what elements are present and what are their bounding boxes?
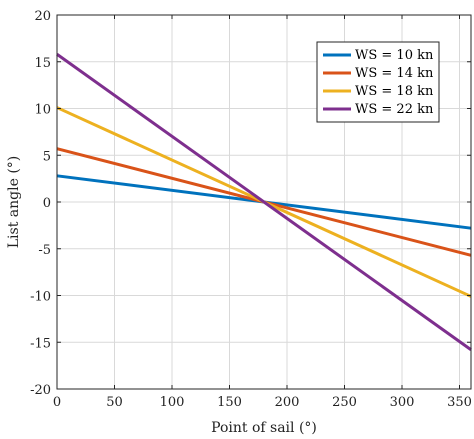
series-lines (56, 53, 472, 351)
x-tick-label: 0 (53, 395, 61, 410)
legend-entry: WS = 22 kn (355, 102, 434, 117)
legend: WS = 10 kn WS = 14 kn WS = 18 kn WS = 22 kn (316, 41, 440, 123)
y-tick-label: -20 (30, 383, 51, 398)
x-axis-label: Point of sail (°) (211, 420, 317, 436)
legend-entry: WS = 10 kn (355, 48, 434, 63)
y-tick-label: 0 (43, 196, 51, 211)
legend-entry: WS = 18 kn (355, 84, 434, 99)
legend-entry: WS = 14 kn (355, 66, 434, 81)
x-tick-label: 150 (217, 395, 242, 410)
x-tick-label: 200 (275, 395, 300, 410)
series-line-4 (56, 53, 472, 351)
y-tick-label: -5 (38, 243, 51, 258)
y-tick-label: 5 (43, 149, 51, 164)
x-tick-label: 250 (332, 395, 357, 410)
y-tick-label: -10 (30, 290, 51, 305)
x-tick-label: 100 (160, 395, 185, 410)
y-axis-label: List angle (°) (6, 156, 22, 249)
x-tick-label: 300 (390, 395, 415, 410)
axis-ticks (56, 14, 471, 390)
x-tick-label: 350 (447, 395, 472, 410)
y-tick-labels: -20 -15 -10 -5 0 5 10 15 20 (30, 9, 51, 398)
y-tick-label: 10 (34, 103, 51, 118)
x-tick-label: 50 (106, 395, 123, 410)
y-tick-label: 20 (34, 9, 51, 24)
x-tick-labels: 0 50 100 150 200 250 300 350 (53, 395, 472, 410)
y-tick-label: -15 (30, 336, 51, 351)
y-tick-label: 15 (34, 56, 51, 71)
